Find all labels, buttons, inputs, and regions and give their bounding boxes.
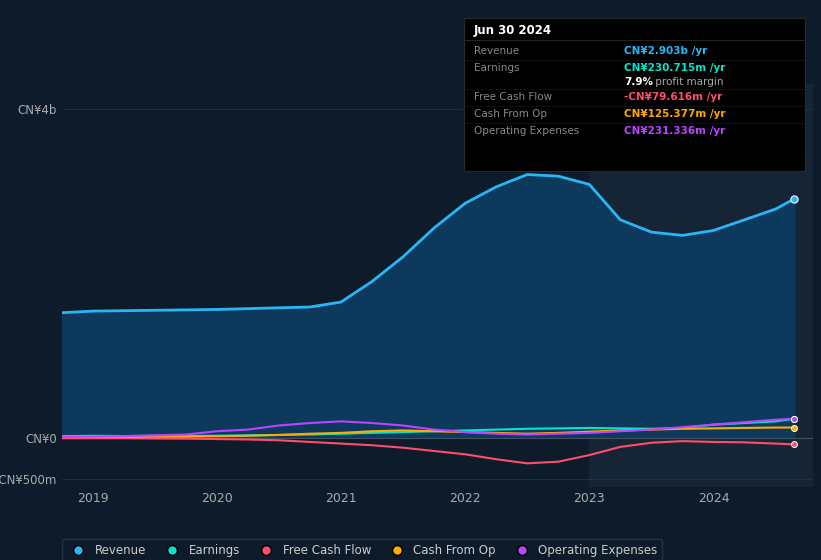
Legend: Revenue, Earnings, Free Cash Flow, Cash From Op, Operating Expenses: Revenue, Earnings, Free Cash Flow, Cash … xyxy=(62,539,663,560)
Text: Free Cash Flow: Free Cash Flow xyxy=(474,92,552,102)
Text: Revenue: Revenue xyxy=(474,46,519,56)
Text: Operating Expenses: Operating Expenses xyxy=(474,126,579,136)
Bar xyxy=(589,84,819,487)
Text: 7.9%: 7.9% xyxy=(624,77,653,87)
Text: CN¥2.903b /yr: CN¥2.903b /yr xyxy=(624,46,707,56)
Text: CN¥230.715m /yr: CN¥230.715m /yr xyxy=(624,63,725,73)
Text: CN¥125.377m /yr: CN¥125.377m /yr xyxy=(624,109,726,119)
Text: Jun 30 2024: Jun 30 2024 xyxy=(474,24,552,37)
Text: Cash From Op: Cash From Op xyxy=(474,109,547,119)
Text: Earnings: Earnings xyxy=(474,63,519,73)
Text: CN¥231.336m /yr: CN¥231.336m /yr xyxy=(624,126,725,136)
Text: profit margin: profit margin xyxy=(652,77,723,87)
Text: -CN¥79.616m /yr: -CN¥79.616m /yr xyxy=(624,92,722,102)
